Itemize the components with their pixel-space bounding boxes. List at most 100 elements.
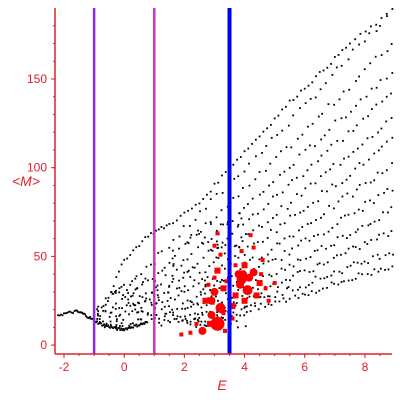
data-point — [356, 228, 359, 231]
data-point — [390, 206, 393, 209]
data-point — [128, 324, 131, 327]
data-point — [189, 275, 192, 278]
data-point — [260, 256, 263, 259]
data-point — [351, 279, 354, 281]
data-point — [355, 124, 358, 127]
x-tick-label: 4 — [241, 360, 248, 374]
data-point — [102, 324, 105, 327]
data-point — [340, 253, 342, 256]
data-point — [163, 292, 166, 294]
data-point — [114, 291, 117, 294]
data-point — [340, 281, 343, 283]
data-point — [386, 50, 389, 53]
data-point — [385, 169, 388, 172]
data-point — [288, 297, 291, 300]
data-point — [370, 239, 373, 241]
data-point — [391, 136, 394, 139]
data-point — [375, 23, 378, 26]
highlight-point — [259, 272, 264, 277]
data-point — [296, 271, 299, 273]
data-point — [113, 326, 116, 329]
data-point — [277, 114, 280, 117]
data-point — [135, 323, 138, 326]
highlight-point — [215, 302, 226, 313]
data-point — [133, 324, 136, 327]
data-point — [281, 108, 284, 111]
data-point — [146, 321, 149, 324]
data-point — [233, 177, 236, 180]
highlight-point — [220, 285, 227, 292]
data-point — [249, 258, 251, 261]
highlight-point — [206, 320, 213, 327]
data-point — [176, 287, 178, 290]
data-point — [179, 214, 182, 217]
data-point — [99, 322, 102, 324]
data-point — [183, 211, 186, 214]
data-point — [230, 275, 233, 278]
data-point — [151, 292, 153, 294]
data-point — [314, 275, 317, 278]
data-point — [161, 269, 164, 272]
data-point — [119, 325, 121, 327]
data-point — [367, 158, 370, 161]
data-point — [369, 62, 372, 65]
data-point — [107, 300, 109, 303]
data-point — [155, 313, 158, 316]
data-point — [224, 171, 227, 173]
data-point — [374, 55, 377, 58]
data-point — [157, 228, 160, 231]
data-point — [235, 320, 238, 323]
data-point — [174, 254, 176, 257]
data-point — [360, 262, 363, 265]
data-point — [269, 228, 272, 231]
data-point — [221, 241, 224, 244]
data-point — [110, 311, 113, 314]
data-point — [300, 194, 303, 197]
data-point — [271, 258, 274, 261]
data-point — [222, 279, 225, 282]
data-point — [287, 286, 290, 288]
data-point — [219, 223, 222, 226]
data-point — [131, 326, 134, 329]
data-point — [304, 237, 307, 240]
data-point — [241, 186, 244, 189]
data-point — [140, 310, 143, 313]
data-point — [146, 279, 149, 282]
data-point — [120, 327, 123, 330]
data-point — [122, 327, 125, 330]
highlight-point — [210, 316, 225, 331]
data-point — [341, 182, 344, 185]
data-point — [252, 286, 254, 289]
data-point — [169, 311, 171, 314]
data-point — [335, 254, 338, 257]
data-point — [370, 25, 372, 28]
data-point — [131, 294, 134, 297]
data-point — [220, 209, 223, 212]
data-point — [285, 300, 287, 303]
data-point — [292, 99, 295, 101]
data-point — [336, 139, 339, 142]
data-point — [299, 107, 301, 110]
data-point — [296, 193, 298, 196]
data-point — [100, 322, 103, 325]
data-point — [333, 270, 336, 273]
data-point — [169, 321, 171, 324]
data-point — [192, 285, 195, 288]
data-point — [222, 317, 225, 319]
x-tick-label: 6 — [301, 360, 308, 374]
highlight-point — [253, 292, 260, 299]
data-point — [340, 216, 342, 219]
data-point — [134, 277, 137, 280]
data-point — [309, 97, 312, 100]
data-point — [98, 322, 101, 325]
data-point — [254, 279, 257, 281]
data-point — [171, 274, 174, 277]
data-point — [288, 167, 291, 169]
x-tick-label: -2 — [59, 360, 70, 374]
data-point — [109, 326, 112, 329]
data-point — [184, 307, 186, 310]
data-point — [369, 223, 372, 225]
data-point — [72, 312, 74, 314]
data-point — [250, 304, 252, 307]
data-point — [243, 254, 246, 256]
